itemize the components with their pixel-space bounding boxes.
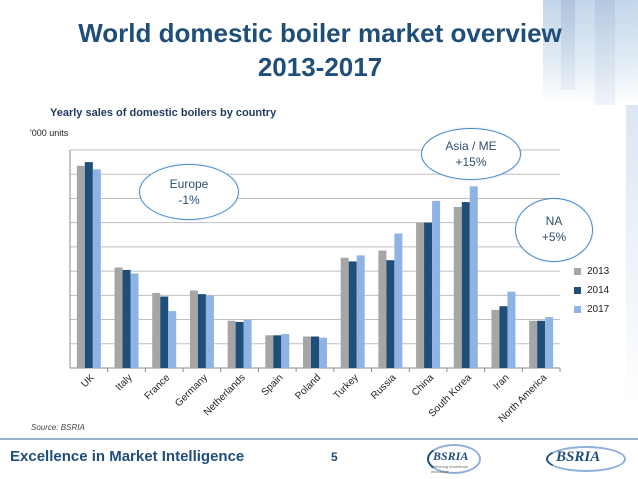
logo-ring-large	[546, 446, 626, 472]
bar-2017-poland	[319, 337, 327, 368]
callout-na-label: NA	[545, 214, 563, 228]
x-tick-label: UK	[79, 372, 97, 390]
callout-europe-value: -1%	[178, 193, 200, 207]
bsria-logo: BSRIA	[546, 446, 626, 472]
callout-na: NA +5%	[515, 198, 593, 262]
bar-2017-france	[168, 311, 177, 368]
legend-swatch-2014	[574, 287, 581, 294]
bar-2014-france	[160, 296, 169, 368]
bar-2013-spain	[265, 335, 274, 368]
bar-2013-poland	[303, 336, 311, 368]
bar-2014-netherlands	[235, 321, 244, 368]
x-tick-label: China	[410, 372, 437, 399]
bsria-logo-small: BSRIA delivering excellence worldwide	[425, 443, 481, 474]
legend-item-2017: 2017	[574, 300, 609, 319]
bar-2013-iran	[491, 309, 500, 368]
slide-title: World domestic boiler market overview	[78, 18, 562, 48]
bar-2013-china	[416, 222, 425, 368]
bar-2017-russia	[394, 233, 403, 368]
bar-2013-turkey	[340, 257, 349, 368]
bar-2014-turkey	[348, 261, 357, 368]
bar-2017-iran	[507, 291, 516, 368]
chart-title: Yearly sales of domestic boilers by coun…	[50, 107, 277, 119]
legend-item-2014: 2014	[574, 281, 609, 300]
footer-tagline: Excellence in Market Intelligence	[10, 448, 245, 465]
callout-asia-me: Asia / ME +15%	[421, 128, 521, 180]
bar-2014-russia	[386, 260, 395, 368]
callout-europe-label: Europe	[169, 177, 209, 191]
callout-asia-label: Asia / ME	[445, 139, 497, 153]
callout-na-value: +5%	[541, 230, 567, 244]
bar-2013-italy	[114, 267, 123, 368]
bar-2014-north-america	[537, 320, 546, 368]
slide-title-years: 2013-2017	[257, 52, 383, 82]
bar-2014-poland	[311, 336, 319, 368]
bar-2017-italy	[130, 273, 139, 368]
bar-2014-italy	[122, 269, 131, 368]
x-tick-label: Iran	[492, 372, 512, 392]
legend-label-2013: 2013	[587, 266, 610, 277]
x-tick-label: Poland	[293, 372, 323, 402]
source-note: Source: BSRIA	[31, 423, 85, 432]
logo-ring	[427, 444, 481, 474]
bar-2013-germany	[189, 290, 198, 368]
footer-divider	[0, 438, 638, 440]
callout-europe: Europe -1%	[139, 164, 239, 220]
bar-2013-netherlands	[227, 320, 236, 368]
bar-2014-uk	[84, 162, 93, 368]
legend-swatch-2017	[574, 306, 581, 313]
chart-legend: 2013 2014 2017	[574, 262, 609, 319]
page-number: 5	[331, 450, 338, 464]
bar-2017-netherlands	[243, 319, 252, 368]
bar-2017-spain	[281, 334, 290, 368]
bar-2013-france	[152, 292, 161, 368]
legend-item-2013: 2013	[574, 262, 609, 281]
bar-2017-north-america	[545, 317, 554, 368]
logo-text-large: BSRIA	[556, 449, 601, 465]
bar-2017-uk	[92, 169, 101, 368]
logo-tagline: delivering excellence worldwide	[431, 464, 469, 474]
bar-2013-russia	[378, 250, 387, 368]
decorative-buildings-image	[543, 0, 638, 105]
bar-2017-south-korea	[469, 186, 478, 368]
bar-2014-spain	[273, 335, 282, 368]
bar-2017-china	[432, 200, 441, 368]
y-axis-unit-label: '000 units	[30, 128, 69, 138]
bar-2014-germany	[197, 294, 206, 368]
bar-2014-south-korea	[461, 202, 470, 368]
x-tick-label: Germany	[173, 372, 210, 409]
bar-2013-uk	[76, 165, 85, 368]
bar-2014-china	[424, 222, 433, 368]
x-tick-label: Turkey	[332, 372, 361, 401]
legend-label-2017: 2017	[587, 304, 610, 315]
logo-text: BSRIA	[433, 449, 469, 463]
bar-2017-turkey	[356, 255, 365, 368]
bar-2013-south-korea	[453, 206, 462, 368]
x-tick-label: Russia	[369, 372, 399, 402]
x-tick-label: Spain	[260, 372, 286, 398]
bar-2017-germany	[205, 295, 214, 368]
legend-swatch-2013	[574, 268, 581, 275]
decorative-side-strip	[626, 105, 638, 405]
x-tick-label: Italy	[114, 372, 135, 393]
bar-2013-north-america	[529, 320, 538, 368]
legend-label-2014: 2014	[587, 285, 610, 296]
bar-2014-iran	[499, 306, 508, 368]
callout-asia-value: +15%	[455, 155, 487, 169]
x-tick-label: France	[143, 372, 173, 402]
